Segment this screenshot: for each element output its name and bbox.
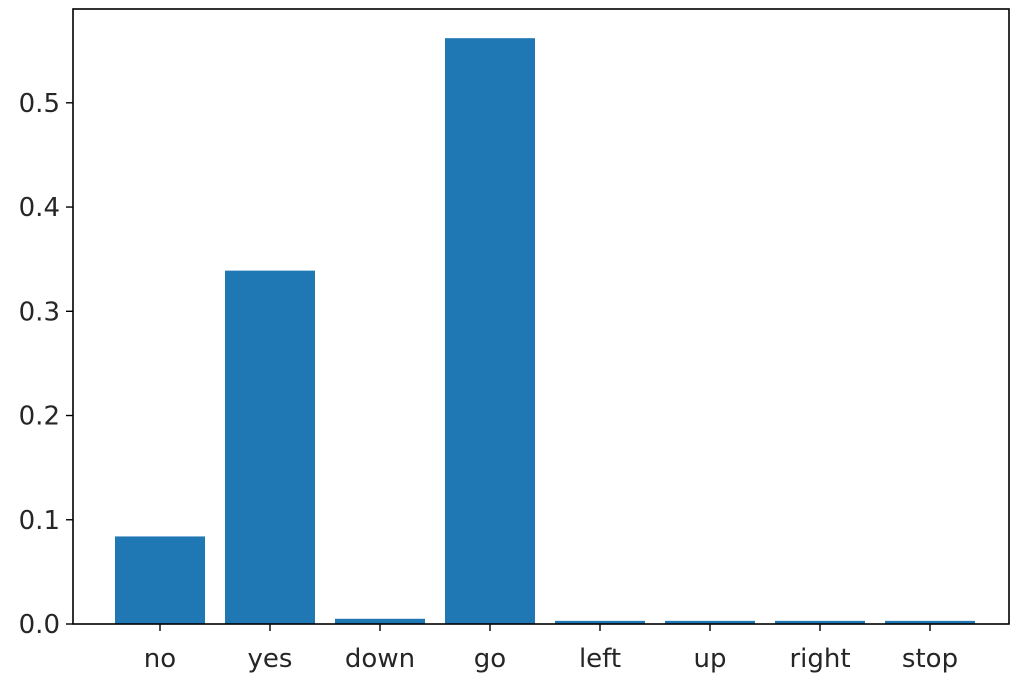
bar-right (775, 620, 865, 624)
plot-frame (72, 8, 1010, 625)
y-tick-label: 0.2 (19, 402, 60, 432)
x-tick-label-right: right (789, 644, 850, 674)
bar-go (445, 38, 535, 624)
bar-stop (885, 620, 975, 624)
x-tick-label-up: up (694, 644, 727, 674)
bar-left (555, 620, 645, 624)
x-axis: no yes down go left up right stop (144, 624, 958, 674)
y-tick-label: 0.3 (19, 297, 60, 327)
x-tick-label-yes: yes (248, 644, 293, 674)
y-tick-label: 0.4 (19, 193, 60, 223)
y-tick-label: 0.1 (19, 506, 60, 536)
bar-yes (225, 270, 315, 624)
bar-down (335, 618, 425, 624)
bars-group (115, 38, 975, 624)
x-tick-label-stop: stop (902, 644, 958, 674)
bar-up (665, 620, 755, 624)
x-tick-label-no: no (144, 644, 176, 674)
y-tick-label: 0.5 (19, 89, 60, 119)
y-axis: 0.0 0.1 0.2 0.3 0.4 0.5 (19, 89, 73, 640)
x-tick-label-left: left (579, 644, 621, 674)
bar-no (115, 536, 205, 624)
x-tick-label-go: go (474, 644, 506, 674)
x-tick-label-down: down (345, 644, 415, 674)
y-tick-label: 0.0 (19, 610, 60, 640)
